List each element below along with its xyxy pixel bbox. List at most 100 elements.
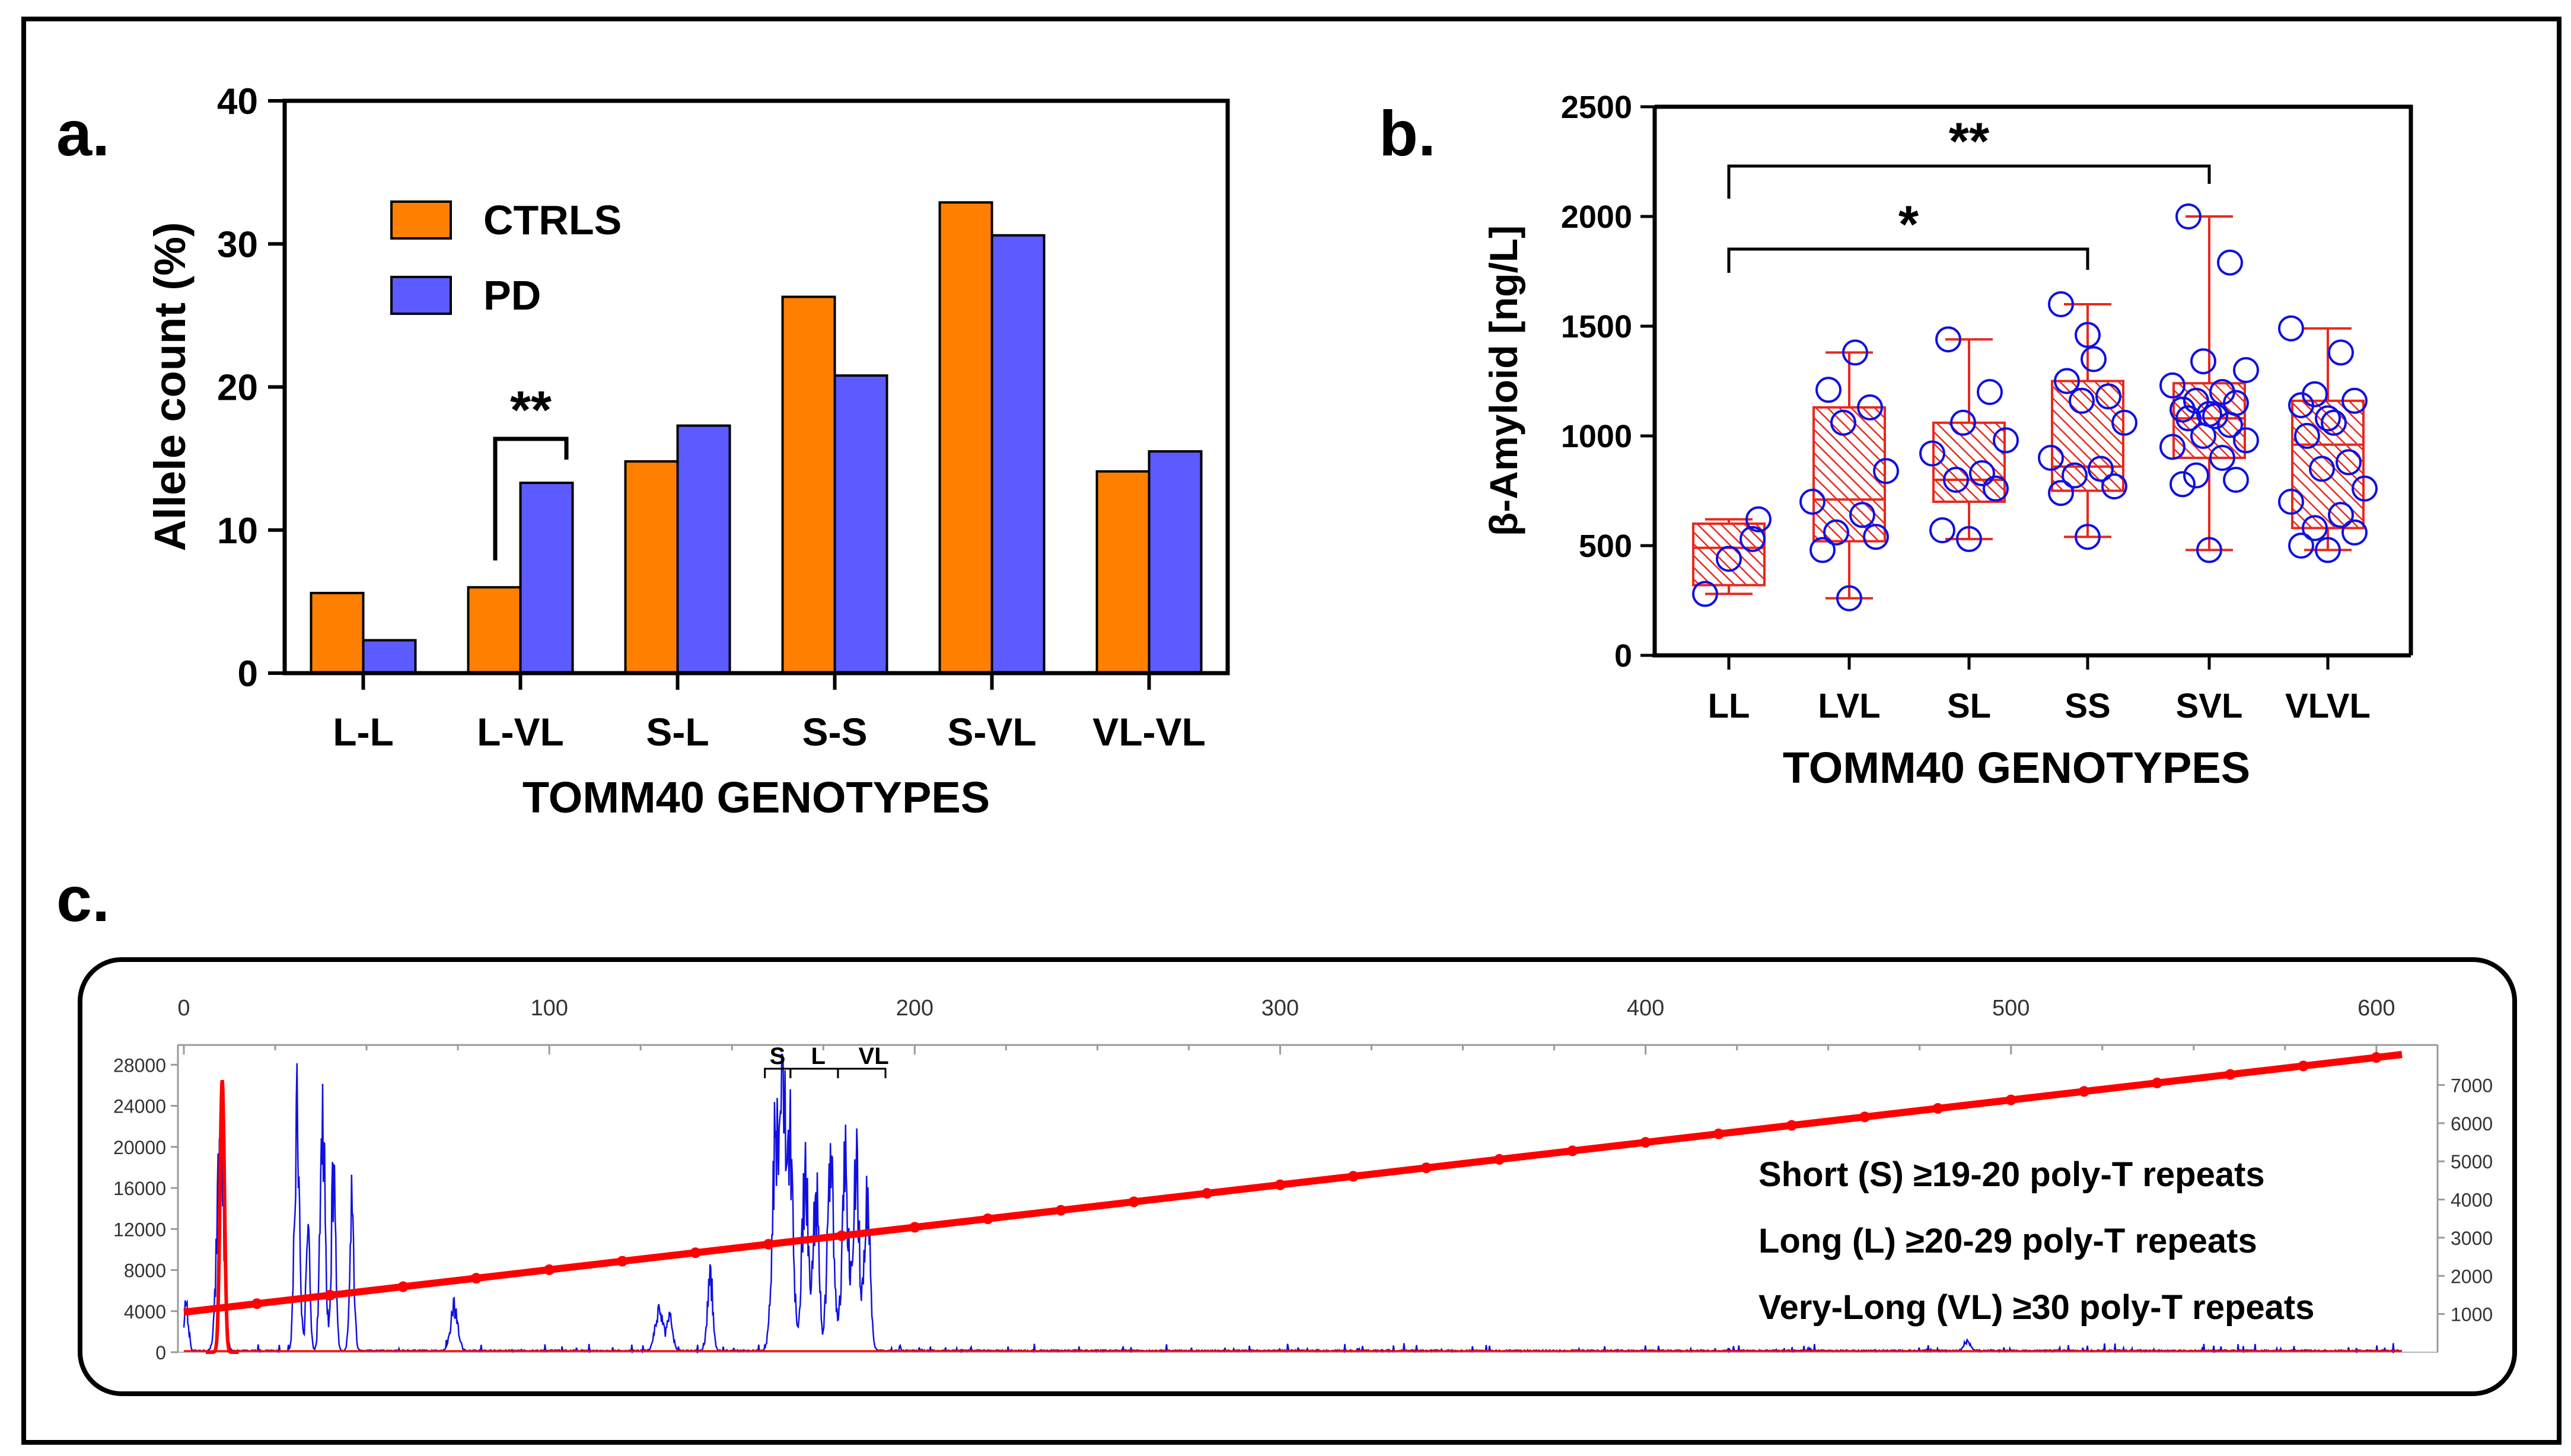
bar-pd-l-vl bbox=[519, 482, 574, 674]
chart-b-y-ticks: 0 500 1000 1500 2000 2500 bbox=[1561, 90, 1655, 674]
data-point bbox=[2062, 462, 2088, 489]
data-point bbox=[2175, 405, 2202, 432]
ladder-marker bbox=[690, 1247, 701, 1259]
annotation-short: Short (S) ≥19-20 poly-T repeats bbox=[1758, 1155, 2265, 1194]
data-point bbox=[1692, 581, 1718, 607]
box-iqr bbox=[2291, 399, 2365, 530]
data-point bbox=[1929, 517, 1955, 544]
bar-ctrls-l-l bbox=[310, 591, 365, 675]
legend-label-ctrls: CTRLS bbox=[483, 197, 622, 243]
box-lvl bbox=[1799, 339, 1899, 611]
data-point bbox=[1716, 546, 1742, 572]
data-point bbox=[2196, 401, 2222, 427]
y-tick-label: 0 bbox=[1614, 638, 1632, 674]
data-point bbox=[2315, 537, 2341, 563]
chart-b-frame bbox=[1655, 104, 2413, 655]
ladder-marker bbox=[1128, 1196, 1139, 1208]
chart-c-electropherogram: 0 100 200 300 400 500 600 0 4000 8000 12000 16000 2… bbox=[78, 957, 2517, 1396]
data-point bbox=[1983, 475, 2009, 502]
data-point bbox=[2209, 379, 2235, 405]
size-bracket-label: L bbox=[811, 1043, 825, 1069]
y-tick-label-left: 28000 bbox=[113, 1054, 166, 1076]
ladder-marker bbox=[2371, 1052, 2382, 1063]
y-tick-label-right: 1000 bbox=[2451, 1304, 2493, 1326]
data-point bbox=[1969, 460, 1995, 486]
ladder-marker bbox=[2005, 1094, 2016, 1105]
chart-a-y-ticks: 0 10 20 30 40 bbox=[217, 81, 285, 694]
data-point bbox=[1873, 458, 1899, 485]
y-tick-label: 2000 bbox=[1561, 199, 1632, 235]
chart-a-ylabel: Allele count (%) bbox=[145, 222, 195, 551]
ladder-marker bbox=[1275, 1179, 1286, 1190]
y-tick-label: 30 bbox=[217, 224, 258, 265]
bracket-b1-line bbox=[1727, 164, 2211, 199]
x-tick-label: VLVL bbox=[2285, 687, 2371, 725]
data-point bbox=[2309, 455, 2335, 482]
bar-ctrls-vl-vl bbox=[1095, 470, 1151, 675]
data-point bbox=[2233, 427, 2259, 454]
y-tick-label: 500 bbox=[1579, 528, 1632, 564]
x-tick-label: S-VL bbox=[947, 710, 1036, 754]
box-vlvl bbox=[2278, 315, 2378, 563]
significance-bracket-a: ** bbox=[493, 381, 569, 560]
bracket-b2-label: * bbox=[1898, 195, 1919, 253]
y-tick-label-left: 12000 bbox=[113, 1219, 166, 1240]
chart-b-x-ticks: LL LVL SL SS SVL VLVL bbox=[1708, 655, 2371, 725]
chart-a-allele-count: 0 10 20 30 40 L-L L-VL S-L S-S S-VL VL-VL Allele … bbox=[145, 81, 1230, 822]
data-point bbox=[2048, 480, 2074, 506]
data-point bbox=[2294, 423, 2320, 449]
ladder-marker bbox=[1859, 1111, 1871, 1123]
x-tick-label: LVL bbox=[1818, 687, 1880, 725]
box-sl bbox=[1919, 326, 2019, 552]
y-tick-label-left: 16000 bbox=[113, 1178, 166, 1199]
ladder-marker bbox=[2152, 1077, 2163, 1088]
ladder-marker bbox=[544, 1264, 555, 1275]
data-point bbox=[2302, 381, 2328, 407]
size-bracket-label: VL bbox=[859, 1043, 889, 1069]
significance-bracket-b-1: ** bbox=[1727, 111, 2211, 199]
ladder-marker bbox=[982, 1213, 993, 1225]
data-point bbox=[1799, 489, 1825, 515]
ladder-marker bbox=[1567, 1145, 1578, 1156]
data-point bbox=[2159, 372, 2185, 399]
ladder-marker bbox=[470, 1273, 482, 1284]
ladder-marker bbox=[251, 1298, 263, 1310]
chart-a-legend: CTRLS PD bbox=[390, 197, 622, 318]
annotation-very-long: Very-Long (VL) ≥30 poly-T repeats bbox=[1758, 1288, 2314, 1327]
y-tick-label-right: 6000 bbox=[2451, 1113, 2493, 1135]
ladder-marker bbox=[324, 1289, 336, 1301]
data-point bbox=[2183, 387, 2209, 414]
data-point bbox=[2088, 455, 2114, 482]
chart-b-ylabel: β-Amyloid [ng/L] bbox=[1482, 225, 1525, 536]
y-tick-label-left: 24000 bbox=[113, 1096, 166, 1117]
bar-pd-s-l bbox=[676, 424, 731, 674]
x-tick-label: SVL bbox=[2176, 687, 2243, 725]
data-point bbox=[1836, 585, 1862, 611]
y-tick-label: 10 bbox=[217, 511, 258, 552]
data-point bbox=[2315, 405, 2341, 432]
data-point bbox=[1977, 379, 2003, 405]
ladder-marker bbox=[836, 1230, 848, 1241]
data-point bbox=[1956, 525, 1982, 552]
bar-ctrls-l-vl bbox=[467, 586, 522, 674]
ladder-marker bbox=[2078, 1086, 2089, 1097]
data-point bbox=[1857, 394, 1883, 420]
chart-a-x-ticks: L-L L-VL S-L S-S S-VL VL-VL bbox=[333, 673, 1206, 754]
chart-a-xlabel: TOMM40 GENOTYPES bbox=[523, 773, 990, 822]
outer-frame bbox=[21, 17, 2562, 1445]
chart-c-ladder bbox=[183, 1051, 2403, 1316]
y-tick-label-right: 2000 bbox=[2451, 1266, 2493, 1287]
data-point bbox=[1849, 502, 1875, 528]
data-point bbox=[2217, 249, 2243, 276]
ladder-marker bbox=[1713, 1128, 1724, 1139]
x-tick-label: L-VL bbox=[477, 710, 564, 754]
data-point bbox=[2081, 346, 2107, 372]
y-tick-label-left: 8000 bbox=[124, 1260, 166, 1282]
bar-pd-l-l bbox=[362, 639, 417, 674]
chart-c-annotations: Short (S) ≥19-20 poly-T repeats Long (L)… bbox=[1758, 1155, 2314, 1327]
ladder-marker bbox=[2298, 1060, 2309, 1072]
bar-pd-s-s bbox=[833, 374, 888, 674]
legend-swatch-ctrls bbox=[390, 200, 452, 240]
data-point bbox=[2233, 357, 2259, 383]
data-point bbox=[1935, 326, 1961, 353]
